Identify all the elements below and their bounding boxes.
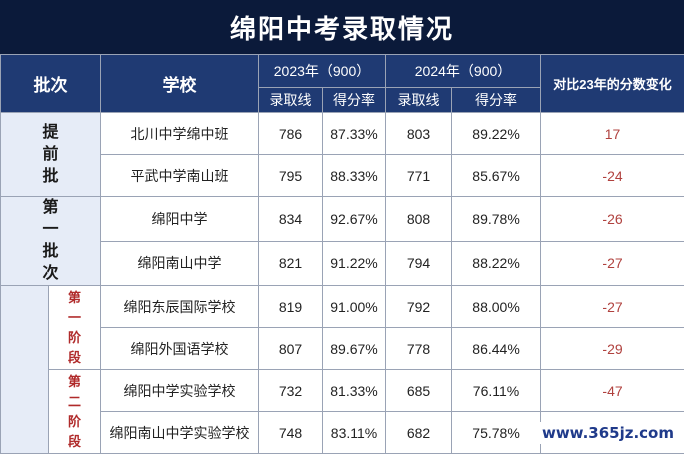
diff-cell: -47 [541,370,684,412]
table-row: 绵阳南山中学 821 91.22% 794 88.22% -27 [1,241,684,286]
group-label: 第 一 批 次 [42,199,58,282]
rate-2024-cell: 86.44% [452,328,541,370]
header-year-2023: 2023年（900） [259,55,386,88]
school-cell: 绵阳南山中学实验学校 [101,412,259,454]
line-2023-cell: 807 [259,328,323,370]
line-2023-cell: 748 [259,412,323,454]
school-cell: 绵阳中学实验学校 [101,370,259,412]
table-row: 绵阳外国语学校 807 89.67% 778 86.44% -29 [1,328,684,370]
rate-2024-cell: 75.78% [452,412,541,454]
line-2023-cell: 732 [259,370,323,412]
header-line-2023: 录取线 [259,88,323,113]
rate-2024-cell: 88.00% [452,286,541,328]
line-2024-cell: 778 [386,328,452,370]
page-title: 绵阳中考录取情况 [230,9,454,46]
line-2023-cell: 795 [259,155,323,197]
watermark: www.365jz.com [538,422,678,444]
header-batch: 批次 [1,55,101,113]
rate-2023-cell: 89.67% [323,328,386,370]
rate-2023-cell: 87.33% [323,113,386,155]
rate-2023-cell: 92.67% [323,197,386,242]
group-label: 提 前 批 [42,124,58,185]
line-2023-cell: 819 [259,286,323,328]
school-cell: 平武中学南山班 [101,155,259,197]
line-2024-cell: 794 [386,241,452,286]
table-row: 第 二 阶 段 绵阳中学实验学校 732 81.33% 685 76.11% -… [1,370,684,412]
phase-label: 第 一 阶 段 [68,290,81,365]
title-bar: 绵阳中考录取情况 [0,0,684,54]
school-cell: 绵阳中学 [101,197,259,242]
group-first-batch: 第 一 批 次 [1,197,101,286]
diff-cell: -29 [541,328,684,370]
rate-2023-cell: 88.33% [323,155,386,197]
header-rate-2024: 得分率 [452,88,541,113]
rate-2024-cell: 89.22% [452,113,541,155]
diff-cell: -27 [541,286,684,328]
phase-label: 第 二 阶 段 [68,374,81,449]
line-2023-cell: 821 [259,241,323,286]
line-2023-cell: 786 [259,113,323,155]
diff-cell: -27 [541,241,684,286]
diff-cell: 17 [541,113,684,155]
school-cell: 绵阳南山中学 [101,241,259,286]
header-school: 学校 [101,55,259,113]
header-line-2024: 录取线 [386,88,452,113]
group-second-batch-block [1,286,49,454]
school-cell: 北川中学绵中班 [101,113,259,155]
rate-2024-cell: 88.22% [452,241,541,286]
rate-2023-cell: 91.00% [323,286,386,328]
rate-2023-cell: 83.11% [323,412,386,454]
table-row: 提 前 批 北川中学绵中班 786 87.33% 803 89.22% 17 [1,113,684,155]
rate-2023-cell: 91.22% [323,241,386,286]
header-diff: 对比23年的分数变化 [541,55,684,113]
diff-cell: -26 [541,197,684,242]
school-cell: 绵阳东辰国际学校 [101,286,259,328]
header-year-2024: 2024年（900） [386,55,541,88]
line-2024-cell: 808 [386,197,452,242]
line-2023-cell: 834 [259,197,323,242]
line-2024-cell: 682 [386,412,452,454]
school-cell: 绵阳外国语学校 [101,328,259,370]
line-2024-cell: 792 [386,286,452,328]
rate-2024-cell: 76.11% [452,370,541,412]
rate-2024-cell: 89.78% [452,197,541,242]
rate-2023-cell: 81.33% [323,370,386,412]
table-row: 平武中学南山班 795 88.33% 771 85.67% -24 [1,155,684,197]
table-row: 第 一 批 次 绵阳中学 834 92.67% 808 89.78% -26 [1,197,684,242]
line-2024-cell: 771 [386,155,452,197]
line-2024-cell: 685 [386,370,452,412]
line-2024-cell: 803 [386,113,452,155]
table-row: 第 一 阶 段 绵阳东辰国际学校 819 91.00% 792 88.00% -… [1,286,684,328]
admission-table: 批次 学校 2023年（900） 2024年（900） 对比23年的分数变化 录… [0,54,684,454]
phase-two: 第 二 阶 段 [49,370,101,454]
diff-cell: -24 [541,155,684,197]
group-early-batch: 提 前 批 [1,113,101,197]
rate-2024-cell: 85.67% [452,155,541,197]
header-rate-2023: 得分率 [323,88,386,113]
phase-one: 第 一 阶 段 [49,286,101,370]
